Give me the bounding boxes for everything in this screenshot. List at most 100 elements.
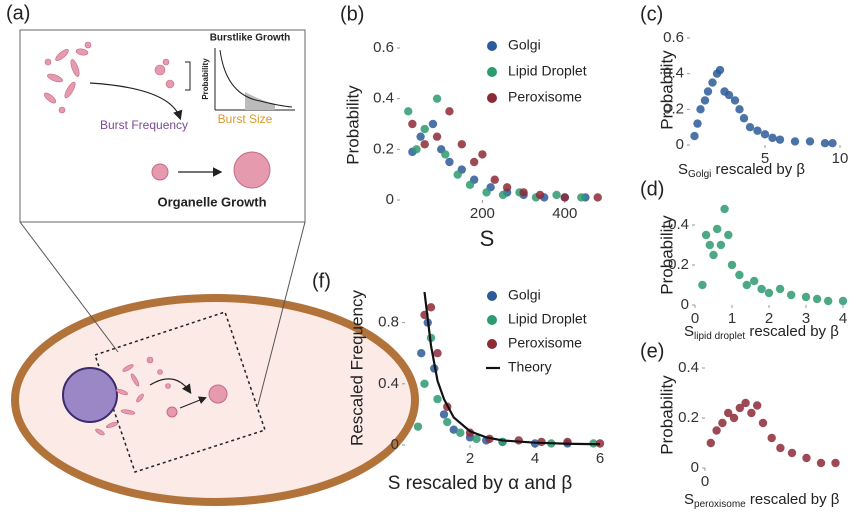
data-point bbox=[824, 296, 833, 306]
y-axis-label: Probability bbox=[657, 375, 676, 455]
x-tick-label: 2 bbox=[765, 310, 773, 327]
y-tick-label: 0 bbox=[386, 191, 394, 208]
y-tick-label: 0.4 bbox=[373, 90, 394, 107]
data-point bbox=[775, 284, 785, 294]
data-point bbox=[820, 139, 830, 148]
data-point bbox=[706, 438, 715, 448]
data-point bbox=[747, 408, 756, 418]
data-point bbox=[775, 135, 785, 144]
data-point bbox=[724, 90, 734, 100]
x-tick-label: 10 bbox=[832, 150, 849, 167]
legend-swatch bbox=[487, 339, 497, 349]
data-point bbox=[716, 240, 726, 250]
legend-label: Golgi bbox=[508, 37, 541, 53]
data-point bbox=[753, 126, 762, 135]
data-point bbox=[730, 96, 740, 105]
data-point bbox=[760, 130, 770, 139]
data-point bbox=[838, 296, 848, 306]
legend-label: Peroxisome bbox=[508, 335, 582, 351]
data-point bbox=[739, 114, 749, 123]
inset-curve bbox=[219, 49, 293, 108]
bracket bbox=[185, 61, 191, 91]
data-point bbox=[715, 65, 725, 75]
data-point bbox=[453, 170, 462, 179]
x-axis-label-main: S bbox=[684, 491, 694, 508]
data-point bbox=[750, 276, 759, 286]
legend-swatch bbox=[487, 315, 497, 325]
x-axis-label-rest: rescaled by β bbox=[711, 161, 805, 178]
data-point bbox=[478, 150, 487, 159]
data-point bbox=[439, 410, 449, 419]
legend-swatch bbox=[487, 41, 497, 51]
x-tick-label: 1 bbox=[728, 310, 736, 327]
y-axis-label: Probability bbox=[657, 215, 676, 295]
x-axis-label-main: S bbox=[678, 161, 688, 178]
y-tick-label: 0.8 bbox=[378, 314, 399, 331]
x-axis-label: S bbox=[480, 226, 495, 251]
legend-label: Lipid Droplet bbox=[508, 63, 587, 79]
data-point bbox=[426, 303, 436, 312]
y-tick-label: 0.6 bbox=[373, 39, 394, 56]
data-point bbox=[482, 188, 491, 197]
panel-label: (a) bbox=[6, 2, 30, 24]
x-axis-label: SGolgi rescaled by β bbox=[678, 161, 805, 180]
data-point bbox=[828, 139, 837, 148]
data-point bbox=[417, 349, 426, 358]
y-axis-label: Probability bbox=[657, 50, 676, 130]
data-point bbox=[445, 107, 454, 116]
burst-frequency: Burst Frequency bbox=[100, 118, 188, 132]
y-tick-label: 0.4 bbox=[663, 65, 684, 82]
x-tick-label: 3 bbox=[802, 310, 810, 327]
data-point bbox=[577, 193, 586, 202]
panel-label: (f) bbox=[312, 270, 331, 292]
x-tick-label: 200 bbox=[470, 205, 495, 222]
x-tick-label: 2 bbox=[466, 450, 474, 467]
data-point bbox=[724, 230, 733, 240]
zoom-region bbox=[94, 311, 266, 473]
theory-line bbox=[423, 291, 601, 446]
x-axis-label-sub: Golgi bbox=[688, 169, 711, 180]
data-point bbox=[805, 137, 815, 146]
data-point bbox=[718, 418, 727, 428]
x-tick-label: 0 bbox=[701, 473, 709, 490]
y-tick-label: 0 bbox=[691, 459, 699, 476]
data-point bbox=[712, 426, 721, 435]
data-point bbox=[741, 398, 750, 408]
data-point bbox=[519, 188, 528, 197]
burst-size: Burst Size bbox=[218, 112, 273, 126]
data-point bbox=[802, 453, 811, 463]
data-point bbox=[502, 183, 512, 192]
nucleus bbox=[62, 367, 118, 423]
data-point bbox=[552, 190, 561, 200]
data-point bbox=[724, 408, 733, 418]
y-tick-label: 0.2 bbox=[668, 256, 689, 273]
data-point bbox=[701, 230, 711, 240]
x-axis-label-main: S bbox=[684, 323, 694, 340]
data-point bbox=[703, 87, 713, 96]
y-tick-label: 0.2 bbox=[373, 140, 394, 157]
x-tick-label: 400 bbox=[552, 205, 577, 222]
data-point bbox=[757, 284, 766, 294]
legend-label: Theory bbox=[508, 359, 552, 375]
data-point bbox=[443, 417, 452, 427]
y-tick-label: 0.6 bbox=[663, 29, 684, 46]
inset-title: Burstlike Growth bbox=[210, 33, 291, 44]
zoom-line bbox=[19, 221, 119, 353]
zoom-line bbox=[257, 221, 306, 406]
arrow bbox=[89, 82, 183, 121]
panel-label: (c) bbox=[640, 3, 663, 25]
data-point bbox=[690, 131, 699, 141]
data-point bbox=[449, 425, 458, 434]
data-point bbox=[745, 122, 755, 132]
arrow bbox=[179, 396, 207, 409]
data-point bbox=[413, 422, 423, 431]
x-axis-label: Slipid droplet rescaled by β bbox=[684, 323, 839, 342]
data-point bbox=[720, 204, 729, 214]
legend-swatch bbox=[487, 67, 497, 77]
panel-label: (b) bbox=[340, 3, 364, 25]
data-point bbox=[729, 413, 739, 423]
data-point bbox=[816, 458, 826, 468]
legend-swatch bbox=[487, 291, 497, 301]
data-point bbox=[696, 105, 705, 114]
